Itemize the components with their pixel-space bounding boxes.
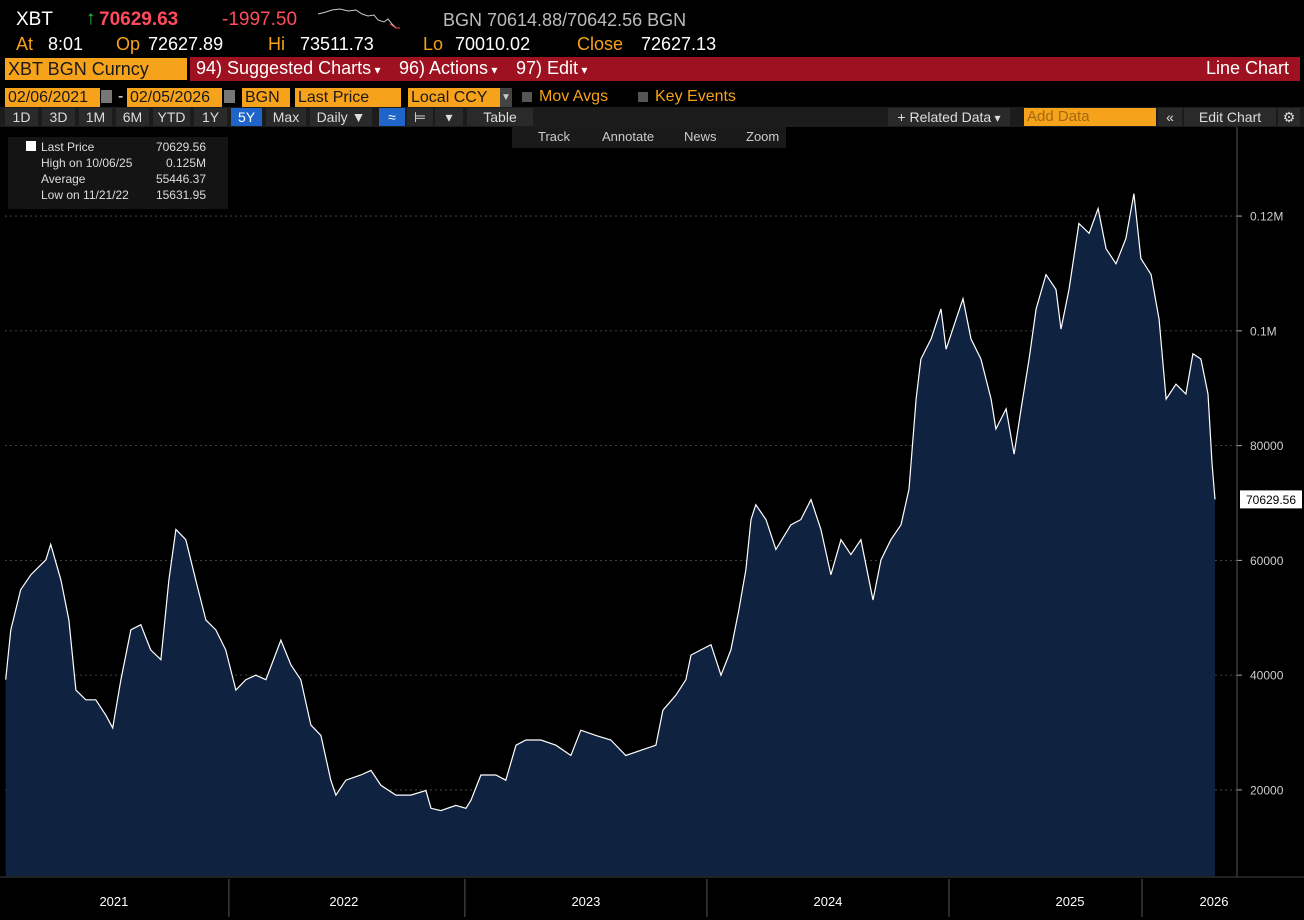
end-date[interactable]: 02/05/2026 [127,88,222,107]
dropdown-arrow[interactable]: ▼ [500,88,512,107]
field[interactable]: Last Price [295,88,401,107]
track-tool[interactable]: Track [538,129,571,144]
x-tick-label: 2026 [1200,894,1229,909]
up-arrow: ↑ [86,8,96,29]
x-tick-label: 2021 [99,894,128,909]
x-tick-label: 2023 [571,894,600,909]
area-fill [5,193,1216,876]
y-tick-label: 0.12M [1250,210,1283,224]
bid-ask: BGN 70614.88/70642.56 BGN [443,10,687,30]
last-price-box [1240,490,1302,509]
range-button[interactable]: 1M [79,108,112,126]
table-button[interactable]: Table [467,108,533,126]
currency[interactable]: Local CCY [408,88,501,107]
chart: 70629.56 20000 40000 60000 80000 0.1M 0.12M 202… [0,127,1304,917]
quote-value: 72627.13 [641,34,717,54]
last-price-label: 70629.56 [1246,493,1296,507]
change: -1997.50 [222,9,298,30]
price-line [5,193,1216,812]
edit-chart[interactable]: Edit Chart [1184,108,1276,126]
y-tick-label: 40000 [1250,669,1284,683]
chart-type[interactable]: Line Chart [1205,58,1289,78]
related-data[interactable]: + Related Data [888,108,1010,126]
quote-value: 70010.02 [455,34,531,54]
security-box[interactable]: XBT BGN Curncy [5,58,187,80]
y-tick-label: 20000 [1250,783,1284,797]
quote-label: Close [577,34,624,54]
quote-value: 73511.73 [300,34,374,54]
start-date[interactable]: 02/06/2021 [5,88,100,107]
more-icon[interactable]: ▾ [435,108,463,126]
range-button[interactable]: 1Y [194,108,227,126]
y-tick-label: 60000 [1250,554,1284,568]
date-separator: - [118,88,124,105]
source[interactable]: BGN [242,88,290,107]
x-tick-label: 2022 [329,894,358,909]
x-tick-label: 2025 [1056,894,1085,909]
zoom-tool[interactable]: Zoom [746,129,780,144]
quote-value: 8:01 [48,34,84,54]
menu-item[interactable]: 97) Edit [516,58,587,79]
mov-avgs[interactable]: Mov Avgs [539,88,609,105]
price: 70629.63 [99,9,179,30]
bar-icon[interactable]: ⊨ [407,108,433,126]
menu-item[interactable]: 96) Actions [399,58,497,79]
stat-value: 15631.95 [155,188,206,202]
stat-value: 55446.37 [155,172,206,186]
calendar-icon[interactable] [224,90,235,103]
quote-label: Lo [423,34,444,54]
legend-value: 70629.56 [155,140,206,154]
quote-label: Op [116,34,141,54]
legend-swatch [26,141,36,151]
periodicity[interactable]: Daily ▼ [310,108,372,126]
checkbox[interactable] [638,92,648,102]
menu-item[interactable]: 94) Suggested Charts [196,58,380,79]
chart-tools [512,127,786,148]
news-tool[interactable]: News [684,129,717,144]
stat-label: High on 10/06/25 [41,156,133,170]
calendar-icon[interactable] [101,90,112,103]
settings-icon[interactable]: ⚙ [1278,108,1300,126]
y-tick-label: 80000 [1250,439,1284,453]
collapse-icon[interactable]: « [1158,108,1182,126]
line-icon[interactable]: ≈ [379,108,405,126]
quote-label: Hi [268,34,285,54]
range-button[interactable]: YTD [153,108,190,126]
legend-box [8,137,228,209]
quote-value: 72627.89 [148,34,224,54]
add-data[interactable]: Add Data [1027,108,1090,125]
range-button[interactable]: 3D [42,108,75,126]
y-tick-label: 0.1M [1250,324,1277,338]
range-button[interactable]: 5Y [231,108,262,126]
stat-value: 0.125M [165,156,206,170]
range-button[interactable]: Max [266,108,306,126]
legend-label: Last Price [41,140,95,154]
x-tick-label: 2024 [813,894,842,909]
sparkline [318,8,400,29]
annotate-tool[interactable]: Annotate [602,129,655,144]
stat-label: Average [41,172,86,186]
quote-label: At [16,34,34,54]
add-data-box[interactable] [1024,108,1156,126]
range-button[interactable]: 1D [5,108,38,126]
key-events[interactable]: Key Events [655,88,736,105]
stat-label: Low on 11/21/22 [41,188,129,202]
range-button[interactable]: 6M [116,108,149,126]
checkbox[interactable] [522,92,532,102]
ticker: XBT [16,9,53,30]
